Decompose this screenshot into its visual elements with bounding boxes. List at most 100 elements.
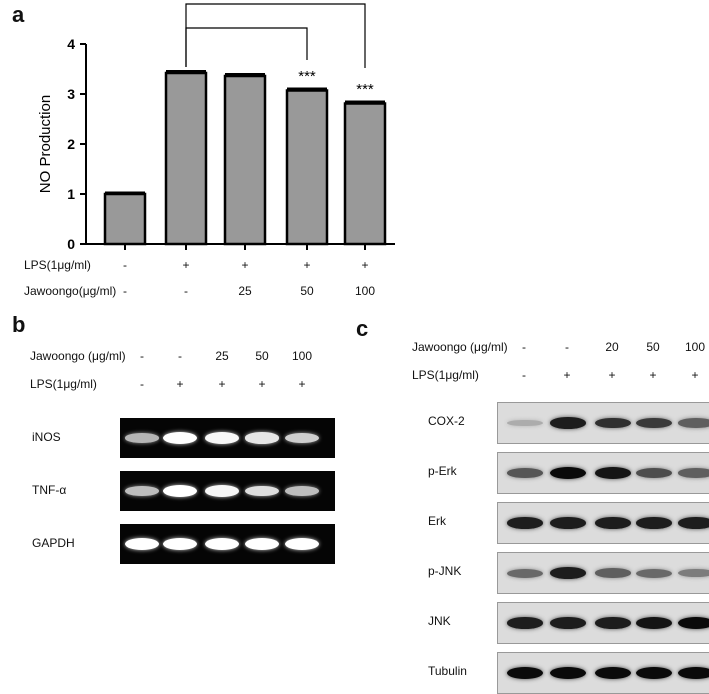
- blot-band: [550, 417, 586, 429]
- significance-marker: ***: [356, 81, 374, 98]
- blot-header-value: -: [565, 340, 569, 354]
- condition-value: +: [303, 258, 311, 272]
- blot-header-value: +: [691, 368, 699, 382]
- blot-header-value: -: [178, 349, 182, 363]
- blot-band: [507, 568, 543, 578]
- blot-header-value: 50: [255, 349, 269, 363]
- blot-strip: [497, 402, 709, 444]
- condition-value: 100: [354, 284, 376, 298]
- blot-band: [678, 667, 709, 679]
- blot-band: [678, 568, 709, 578]
- blot-band: [550, 467, 586, 479]
- blot-row-label: Erk: [428, 514, 446, 528]
- significance-bracket: [185, 27, 308, 67]
- blot-band: [595, 467, 631, 479]
- y-tick-label: 4: [67, 36, 75, 52]
- blot-band: [125, 538, 159, 550]
- blot-band: [595, 568, 631, 578]
- blot-band: [285, 432, 319, 444]
- blot-strip: [497, 452, 709, 494]
- blot-header-value: -: [522, 340, 526, 354]
- condition-value: -: [184, 284, 188, 298]
- blot-band: [507, 517, 543, 529]
- blot-band: [678, 617, 709, 629]
- y-tick-label: 0: [67, 236, 75, 252]
- blot-header-value: 25: [215, 349, 229, 363]
- blot-band: [163, 485, 197, 497]
- blot-header-value: +: [258, 377, 266, 391]
- blot-band: [507, 419, 543, 427]
- blot-band: [678, 418, 709, 428]
- blot-row-label: p-JNK: [428, 564, 462, 578]
- blot-band: [636, 667, 672, 679]
- blot-band: [125, 486, 159, 496]
- blot-row-label: iNOS: [32, 430, 61, 444]
- blot-header-value: +: [218, 377, 226, 391]
- y-tick-label: 1: [67, 186, 75, 202]
- blot-band: [550, 567, 586, 579]
- blot-band: [245, 432, 279, 444]
- blot-band: [205, 538, 239, 550]
- blot-row-label: TNF-α: [32, 483, 67, 497]
- blot-strip: [120, 418, 335, 458]
- blot-strip: [120, 524, 335, 564]
- blot-header-value: 100: [291, 349, 313, 363]
- blot-strip: [120, 471, 335, 511]
- panel-b-letter: b: [12, 312, 26, 337]
- blot-row-label: GAPDH: [32, 536, 75, 550]
- blot-band: [595, 617, 631, 629]
- bar: [223, 74, 267, 246]
- condition-value: 25: [238, 284, 252, 298]
- blot-row-label: JNK: [428, 614, 451, 628]
- blot-header-value: +: [563, 368, 571, 382]
- blot-header-value: -: [522, 368, 526, 382]
- blot-band: [507, 468, 543, 478]
- blot-header-label: LPS(1μg/ml): [412, 368, 479, 382]
- panel-a-letter: a: [12, 2, 25, 27]
- condition-value: -: [123, 284, 127, 298]
- blot-band: [636, 617, 672, 629]
- blot-band: [163, 432, 197, 444]
- blot-row-label: p-Erk: [428, 464, 457, 478]
- blot-header-label: Jawoongo (μg/ml): [412, 340, 508, 354]
- blot-band: [636, 417, 672, 429]
- blot-band: [125, 433, 159, 443]
- blot-band: [636, 568, 672, 578]
- bar-chart: 0 1 2 3 4 NO Production *** ***: [37, 3, 395, 252]
- blot-header-value: -: [140, 377, 144, 391]
- bar: [343, 102, 387, 246]
- blot-header-value: -: [140, 349, 144, 363]
- y-axis-label: NO Production: [37, 95, 54, 193]
- blot-band: [507, 667, 543, 679]
- blot-row-label: COX-2: [428, 414, 465, 428]
- blot-band: [507, 617, 543, 629]
- blot-strip: [497, 502, 709, 544]
- blot-band: [245, 485, 279, 497]
- condition-label: Jawoongo(μg/ml): [24, 284, 117, 298]
- blot-header-label: LPS(1μg/ml): [30, 377, 97, 391]
- blot-band: [595, 517, 631, 529]
- blot-strip: [497, 652, 709, 694]
- blot-band: [285, 486, 319, 496]
- blot-header-value: 100: [684, 340, 706, 354]
- blot-header-value: 20: [605, 340, 619, 354]
- blot-strip: [497, 552, 709, 594]
- condition-value: -: [123, 258, 127, 272]
- blot-band: [285, 538, 319, 550]
- bar: [285, 89, 329, 246]
- blot-band: [595, 667, 631, 679]
- blot-band: [205, 432, 239, 444]
- significance-marker: ***: [298, 68, 316, 85]
- blot-header-value: 50: [646, 340, 660, 354]
- bar: [164, 71, 208, 246]
- blot-band: [550, 667, 586, 679]
- significance-bracket: [185, 3, 366, 68]
- bar: [103, 192, 147, 246]
- blot-strip: [497, 602, 709, 644]
- condition-value: +: [241, 258, 249, 272]
- blot-band: [595, 417, 631, 429]
- blot-band: [678, 517, 709, 529]
- condition-value: +: [182, 258, 190, 272]
- blot-header-value: +: [608, 368, 616, 382]
- blot-band: [636, 517, 672, 529]
